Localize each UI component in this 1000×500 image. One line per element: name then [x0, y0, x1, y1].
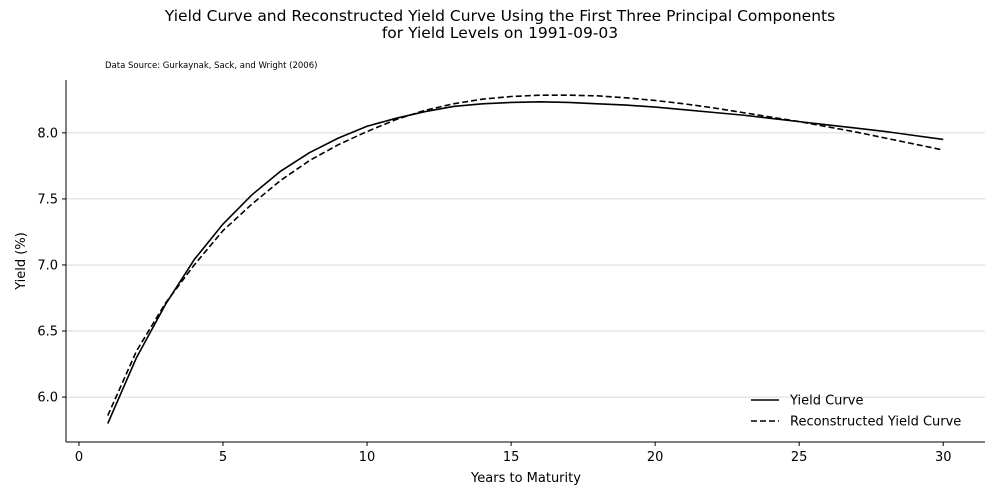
- legend-label: Reconstructed Yield Curve: [790, 415, 961, 430]
- data-source-note: Data Source: Gurkaynak, Sack, and Wright…: [105, 61, 318, 71]
- chart-title: Yield Curve and Reconstructed Yield Curv…: [0, 8, 1000, 42]
- x-tick-label: 25: [791, 450, 808, 465]
- x-tick-label: 10: [359, 450, 376, 465]
- y-tick-label: 6.5: [37, 325, 58, 340]
- y-tick-label: 7.0: [37, 258, 58, 273]
- x-tick-label: 20: [647, 450, 664, 465]
- x-axis-label: Years to Maturity: [470, 471, 581, 486]
- chart-title-line-1: Yield Curve and Reconstructed Yield Curv…: [164, 7, 836, 25]
- y-tick-label: 7.5: [37, 192, 58, 207]
- series-lines: [107, 94, 944, 424]
- legend-label: Yield Curve: [789, 394, 863, 409]
- x-tick-label: 15: [503, 450, 520, 465]
- chart-title-line-2: for Yield Levels on 1991-09-03: [381, 24, 619, 42]
- gridlines: [66, 132, 985, 398]
- x-tick-label: 30: [935, 450, 952, 465]
- series-line-reconstructed-yield-curve: [107, 94, 944, 416]
- x-ticks: 0 5 10 15 20 25 30: [75, 442, 952, 465]
- series-line-yield-curve: [107, 101, 944, 424]
- x-tick-label: 5: [219, 450, 227, 465]
- y-tick-label: 8.0: [37, 126, 58, 141]
- y-axis-label: Yield (%): [14, 232, 29, 291]
- axes: [65, 80, 985, 443]
- x-tick-label: 0: [75, 450, 83, 465]
- y-ticks: 6.0 6.5 7.0 7.5 8.0: [37, 126, 66, 406]
- y-tick-label: 6.0: [37, 391, 58, 406]
- legend: Yield Curve Reconstructed Yield Curve: [751, 394, 961, 430]
